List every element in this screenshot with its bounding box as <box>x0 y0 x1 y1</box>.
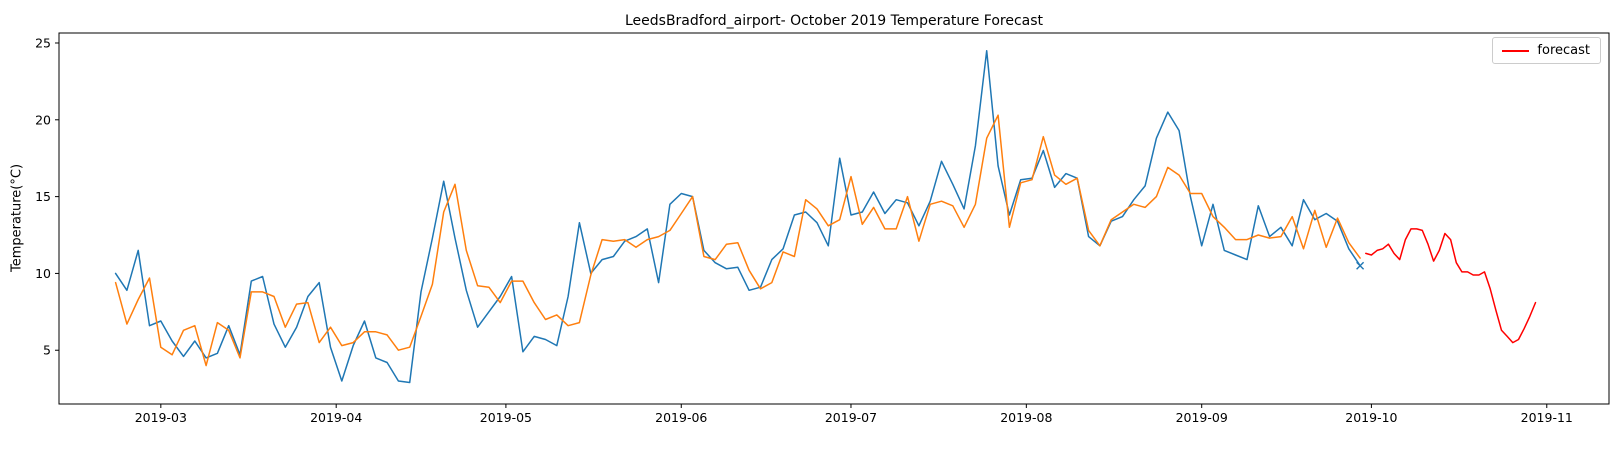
series-end-x-marker <box>1356 261 1365 270</box>
x-tick-label: 2019-11 <box>1521 410 1573 425</box>
y-tick-label: 15 <box>35 189 51 204</box>
y-tick-label: 25 <box>35 35 51 50</box>
legend-label-forecast: forecast <box>1537 43 1590 58</box>
x-tick-label: 2019-07 <box>825 410 877 425</box>
legend: forecast <box>1492 37 1601 64</box>
y-tick-label: 10 <box>35 266 51 281</box>
x-tick-label: 2019-10 <box>1345 410 1397 425</box>
legend-forecast-line-icon <box>1502 49 1530 52</box>
x-tick-label: 2019-09 <box>1176 410 1228 425</box>
series-model-temperature-orange-line <box>114 114 1361 367</box>
y-axis-label: Temperature(°C) <box>9 163 25 273</box>
x-tick-label: 2019-05 <box>480 410 532 425</box>
chart-title: LeedsBradford_airport- October 2019 Temp… <box>624 13 1044 29</box>
plot-border <box>58 32 1610 405</box>
series-forecast-line <box>1365 228 1537 344</box>
series-observed-temperature-blue-line <box>114 49 1361 384</box>
x-tick-label: 2019-08 <box>1000 410 1052 425</box>
y-tick-label: 20 <box>35 112 51 127</box>
x-tick-label: 2019-04 <box>310 410 362 425</box>
x-tick-label: 2019-06 <box>655 410 707 425</box>
x-tick-label: 2019-03 <box>135 410 187 425</box>
y-tick-label: 5 <box>43 343 51 358</box>
